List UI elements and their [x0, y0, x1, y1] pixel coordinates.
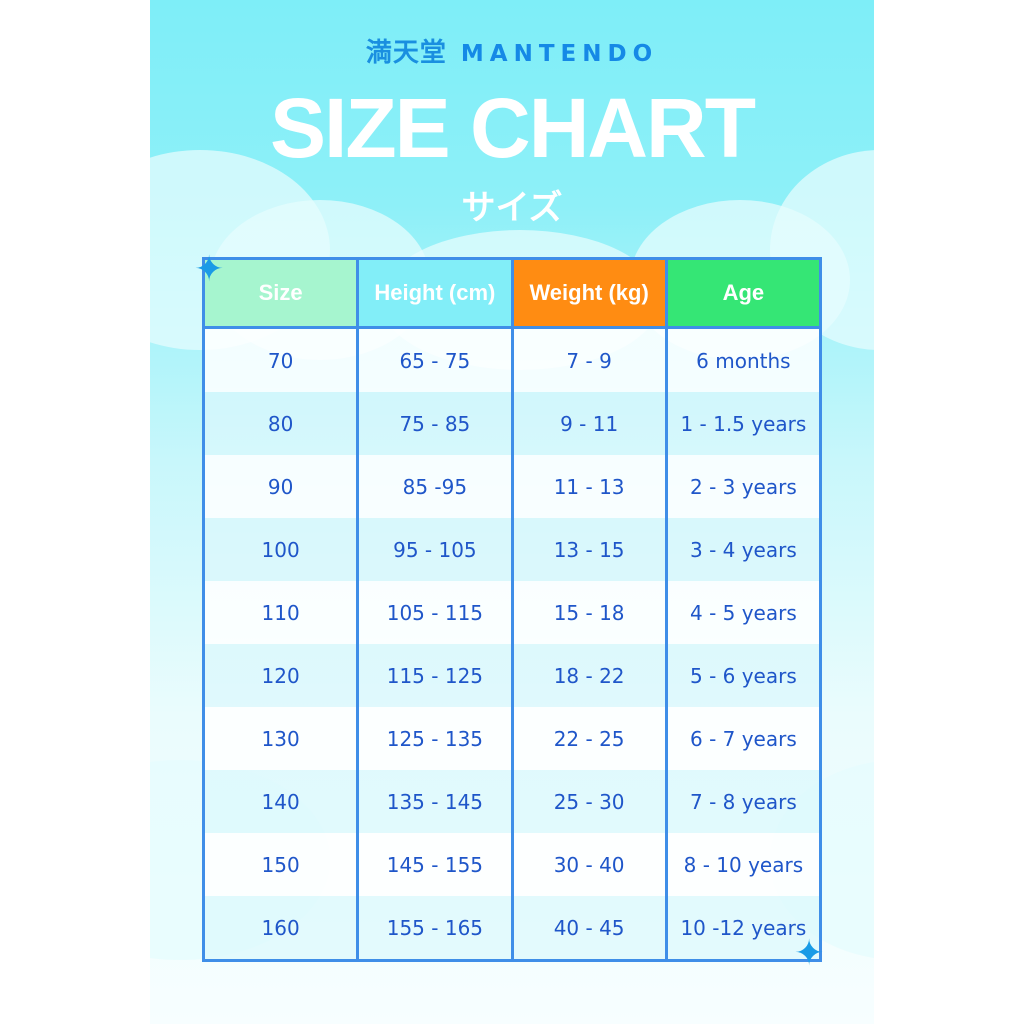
brand-logo: 満天堂 MANTENDO — [150, 32, 874, 69]
table-row: 140 135 - 145 25 - 30 7 - 8 years — [201, 770, 823, 833]
table-row: 110 105 - 115 15 - 18 4 - 5 years — [201, 581, 823, 644]
cell-weight: 30 - 40 — [510, 833, 668, 896]
cell-height: 75 - 85 — [356, 392, 514, 455]
header-row: Size Height (cm) Weight (kg) Age — [201, 258, 823, 329]
brand-cjk: 満天堂 — [365, 38, 447, 68]
cell-height: 85 -95 — [356, 455, 514, 518]
cell-size: 160 — [201, 896, 360, 961]
cell-size: 90 — [201, 455, 360, 518]
size-table: Size Height (cm) Weight (kg) Age 70 65 - … — [201, 257, 823, 962]
cell-age: 4 - 5 years — [664, 581, 823, 644]
size-chart-poster: 満天堂 MANTENDO SIZE CHART サイズ Size Height (… — [150, 0, 874, 1024]
cell-weight: 11 - 13 — [510, 455, 668, 518]
cell-height: 115 - 125 — [356, 644, 514, 707]
sparkle-icon: ✦ — [194, 249, 225, 290]
header-age: Age — [664, 258, 823, 329]
cell-weight: 7 - 9 — [510, 327, 668, 392]
table-row: 80 75 - 85 9 - 11 1 - 1.5 years — [201, 392, 823, 455]
cell-height: 135 - 145 — [356, 770, 514, 833]
cell-age: 5 - 6 years — [664, 644, 823, 707]
cell-weight: 25 - 30 — [510, 770, 668, 833]
page-title: SIZE CHART — [270, 81, 756, 175]
cell-height: 105 - 115 — [356, 581, 514, 644]
cell-height: 65 - 75 — [356, 327, 514, 392]
header-height: Height (cm) — [356, 258, 514, 329]
table-row: 150 145 - 155 30 - 40 8 - 10 years — [201, 833, 823, 896]
cell-weight: 15 - 18 — [510, 581, 668, 644]
page-subtitle: サイズ — [461, 188, 563, 228]
table-row: 160 155 - 165 40 - 45 10 -12 years — [201, 896, 823, 961]
cell-size: 80 — [201, 392, 360, 455]
cell-height: 155 - 165 — [356, 896, 514, 961]
cell-age: 2 - 3 years — [664, 455, 823, 518]
cell-age: 6 months — [664, 327, 823, 392]
header-size: Size — [201, 258, 360, 329]
cell-size: 140 — [201, 770, 360, 833]
cell-size: 150 — [201, 833, 360, 896]
cell-age: 10 -12 years — [664, 896, 823, 961]
cell-age: 1 - 1.5 years — [664, 392, 823, 455]
cell-size: 100 — [201, 518, 360, 581]
cell-height: 125 - 135 — [356, 707, 514, 770]
cell-height: 95 - 105 — [356, 518, 514, 581]
cell-weight: 40 - 45 — [510, 896, 668, 961]
sparkle-icon: ✦ — [794, 933, 825, 974]
table-row: 120 115 - 125 18 - 22 5 - 6 years — [201, 644, 823, 707]
cell-weight: 18 - 22 — [510, 644, 668, 707]
cell-age: 8 - 10 years — [664, 833, 823, 896]
cell-age: 7 - 8 years — [664, 770, 823, 833]
cell-size: 120 — [201, 644, 360, 707]
table-row: 100 95 - 105 13 - 15 3 - 4 years — [201, 518, 823, 581]
header-weight: Weight (kg) — [510, 258, 668, 329]
cell-weight: 13 - 15 — [510, 518, 668, 581]
cell-weight: 9 - 11 — [510, 392, 668, 455]
cell-height: 145 - 155 — [356, 833, 514, 896]
cell-size: 70 — [201, 327, 360, 392]
cell-size: 130 — [201, 707, 360, 770]
cell-age: 6 - 7 years — [664, 707, 823, 770]
cell-weight: 22 - 25 — [510, 707, 668, 770]
brand-name: MANTENDO — [460, 41, 659, 67]
table-row: 90 85 -95 11 - 13 2 - 3 years — [201, 455, 823, 518]
cell-age: 3 - 4 years — [664, 518, 823, 581]
cell-size: 110 — [201, 581, 360, 644]
table-row: 130 125 - 135 22 - 25 6 - 7 years — [201, 707, 823, 770]
